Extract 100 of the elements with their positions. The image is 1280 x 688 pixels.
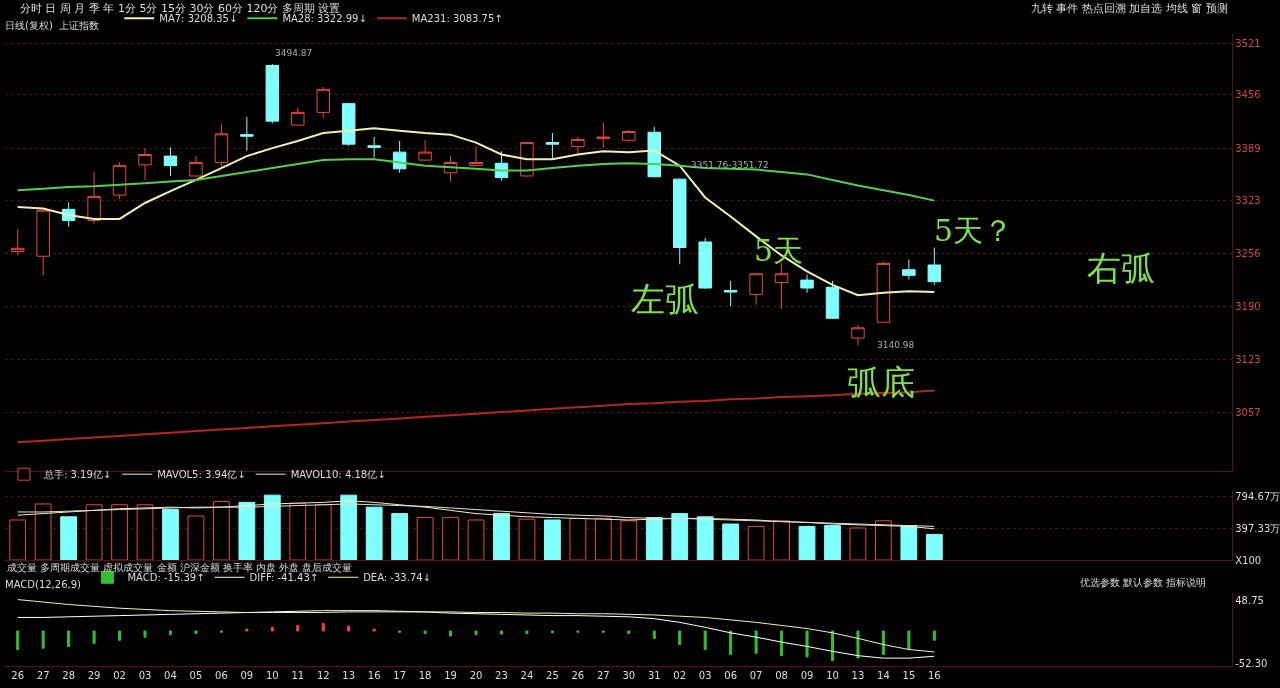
candlestick [214,123,229,169]
candlestick [876,261,891,324]
candlestick [469,146,483,167]
y-tick-label: X100 [1235,554,1262,566]
annotation: 3351.76-3351.72 [691,160,769,170]
candlestick [851,324,865,346]
y-tick-label: 794.67万 [1235,490,1280,502]
bar [194,630,198,634]
chart-subtitle: 日线(复权) 上证指数 [5,20,100,31]
bar [925,533,943,561]
x-tick-label: 06 [215,670,228,682]
bar [830,630,835,662]
bar [111,504,128,561]
x-tick-label: 11 [291,670,305,682]
candlestick [138,147,152,181]
bar [118,630,122,641]
x-tick-label: 17 [393,670,407,682]
bar [627,630,631,634]
candlestick [596,122,611,149]
x-tick-label: 05 [189,670,203,682]
bar [67,630,71,647]
text: 九转 事件 热点回溯 加自选 均线 窗 预测 [1031,2,1228,15]
x-tick-label: 23 [495,670,508,682]
candlestick [571,136,585,156]
bar [856,630,860,659]
bar [900,525,918,561]
candlestick [723,280,738,307]
bar [213,501,230,561]
bar [696,516,714,561]
x-tick-label: 16 [927,670,941,682]
bar [703,630,707,650]
candlestick [10,228,25,256]
x-tick-label: 09 [240,670,254,682]
bar [85,504,103,561]
annotation: 5天 [754,233,804,268]
candlestick [418,139,432,162]
bar [34,503,52,561]
bar [569,517,587,561]
x-tick-label: 04 [164,670,177,682]
bar [798,525,816,561]
candlestick [87,171,101,225]
annotation: 左弧 [631,279,699,319]
x-tick-label: 26 [11,670,25,682]
bar [499,630,503,635]
bar [747,525,765,561]
x-tick-label: 08 [775,670,788,682]
legend-label: DEA: -33.74↓ [363,572,431,584]
bar [620,520,638,561]
bar [722,523,740,561]
x-tick-label: 15 [902,670,916,682]
candlestick [545,132,560,159]
bar [92,630,96,644]
bar [321,623,325,632]
x-tick-label: 06 [724,670,738,682]
bar [645,517,663,561]
x-tick-label: 18 [418,670,432,682]
x-tick-label: 02 [113,670,126,682]
annotation: 5天？ [934,213,1014,248]
bar [671,513,689,561]
y-tick-label: 3123 [1235,354,1261,366]
x-tick-label: 20 [469,670,483,682]
legend-label: MAVOL5: 3.94亿↓ [157,469,246,481]
candlestick [240,116,254,152]
candlestick [800,274,814,294]
bar [9,519,27,561]
annotation: 3494.87 [275,48,313,58]
bar [594,517,612,561]
x-tick-label: 30 [622,670,636,682]
legend-label: MA28: 3322.99↓ [282,13,367,25]
candlestick [265,63,280,125]
bar [875,520,892,561]
y-tick-label: 48.75 [1235,595,1264,607]
bar [136,504,154,561]
bar [270,626,274,632]
text: 右弧 [1087,248,1155,288]
bar [493,513,510,561]
bar [347,625,351,632]
x-tick-label: 25 [546,670,559,682]
bar [805,630,809,658]
chart-title: MACD(12,26,9) [5,579,82,590]
bar [187,515,205,561]
bar [849,527,867,561]
candlestick [927,247,942,286]
legend-label: MA231: 3083.75↑ [411,13,503,25]
bar [773,520,790,561]
candlestick [341,102,356,147]
candlestick [36,208,50,276]
x-tick-label: 27 [596,670,610,682]
y-tick-label: 3190 [1235,300,1261,312]
bar [41,630,45,649]
candlestick [902,258,916,280]
x-tick-label: 09 [800,670,814,682]
x-tick-label: 10 [265,670,279,682]
candlestick [112,161,127,200]
bar [162,509,179,561]
candlestick [622,129,636,143]
legend-label: MAVOL10: 4.18亿↓ [290,469,386,481]
x-tick-label: 02 [673,670,687,682]
line-series [17,599,935,653]
x-tick-label: 26 [571,670,585,682]
